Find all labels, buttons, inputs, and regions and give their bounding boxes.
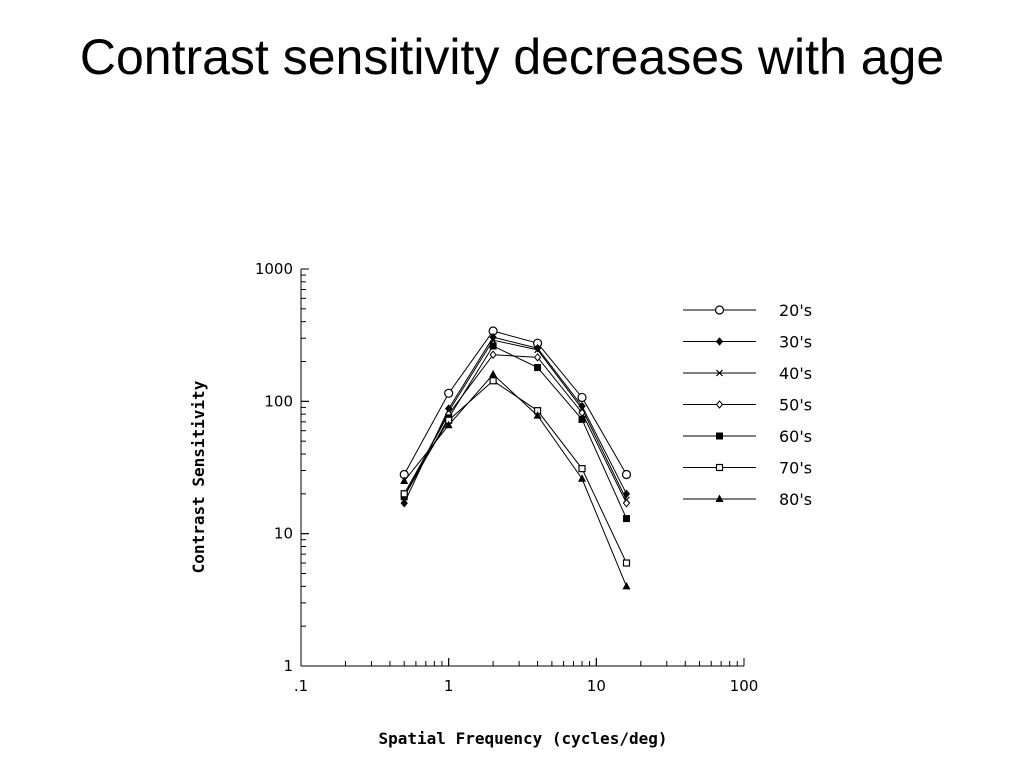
x-tick-label: 100 bbox=[730, 677, 759, 695]
slide-title: Contrast sensitivity decreases with age bbox=[40, 28, 984, 86]
data-point-x-stroke bbox=[534, 346, 541, 354]
data-point-filled-square bbox=[716, 432, 723, 440]
data-point-open-diamond bbox=[715, 400, 724, 409]
data-point-filled-triangle bbox=[578, 474, 587, 482]
legend-item: 80's bbox=[683, 490, 812, 509]
legend-item: 40's bbox=[683, 364, 812, 383]
data-point-filled-triangle bbox=[400, 476, 409, 485]
series-50s-group bbox=[400, 350, 631, 508]
y-tick-label: 1 bbox=[283, 657, 293, 675]
data-point-filled-diamond bbox=[400, 498, 408, 508]
data-point-filled-square bbox=[578, 415, 586, 423]
legend-label: 20's bbox=[779, 301, 812, 320]
data-point-x bbox=[534, 346, 541, 354]
legend-item: 60's bbox=[683, 427, 812, 446]
legend-label: 60's bbox=[779, 427, 812, 446]
data-point-open-diamond bbox=[622, 498, 631, 508]
x-tick-label: 1 bbox=[444, 677, 454, 695]
data-point-filled-diamond bbox=[622, 489, 631, 499]
legend-item: 70's bbox=[683, 459, 812, 478]
data-point-open-square bbox=[715, 463, 724, 472]
x-tick-label: 10 bbox=[587, 677, 606, 695]
chart-legend: 20's 30's 40's 50's 60's 70's 80's bbox=[683, 301, 812, 509]
legend-label: 50's bbox=[779, 396, 812, 415]
data-point-filled-triangle bbox=[715, 494, 724, 502]
data-point-open-circle bbox=[444, 388, 454, 398]
data-point-x-stroke bbox=[489, 336, 497, 344]
legend-label: 30's bbox=[779, 333, 812, 352]
series-line-40s bbox=[403, 339, 627, 501]
series-80s-group bbox=[400, 369, 631, 590]
series-70s-group bbox=[400, 377, 631, 567]
data-point-filled-square bbox=[622, 515, 630, 523]
data-point-open-diamond bbox=[489, 350, 497, 359]
data-point-open-square bbox=[578, 465, 586, 473]
y-axis-title: Contrast Sensitivity bbox=[189, 380, 208, 573]
legend-item: 50's bbox=[683, 396, 812, 415]
data-point-open-circle bbox=[577, 392, 587, 403]
series-20s-group bbox=[399, 326, 632, 480]
data-point-x bbox=[716, 369, 723, 377]
y-tick-label: 1000 bbox=[255, 260, 293, 278]
data-point-open-square bbox=[489, 377, 497, 385]
data-point-x bbox=[489, 336, 497, 344]
series-line-60s bbox=[403, 345, 627, 519]
series-line-80s bbox=[403, 373, 627, 587]
data-point-open-circle bbox=[714, 305, 725, 315]
series-line-30s bbox=[403, 336, 627, 504]
series-line-70s bbox=[403, 380, 627, 564]
legend-label: 80's bbox=[779, 490, 812, 509]
series-line-50s bbox=[403, 354, 627, 504]
x-tick-label: .1 bbox=[294, 677, 308, 695]
data-point-filled-triangle bbox=[622, 581, 631, 590]
y-tick-label: 10 bbox=[274, 525, 293, 543]
legend-label: 70's bbox=[779, 459, 812, 478]
y-tick-label: 100 bbox=[264, 392, 293, 410]
data-point-open-square bbox=[400, 490, 408, 498]
legend-item: 30's bbox=[683, 333, 812, 352]
data-point-filled-triangle bbox=[489, 369, 498, 378]
data-point-filled-triangle bbox=[533, 411, 542, 419]
data-point-filled-square bbox=[489, 342, 497, 350]
data-point-filled-triangle bbox=[444, 420, 453, 429]
slide-title-text: Contrast sensitivity decreases with age bbox=[79, 29, 945, 85]
x-axis-title: Spatial Frequency (cycles/deg) bbox=[379, 729, 668, 748]
data-point-x-stroke bbox=[716, 369, 723, 377]
legend-item: 20's bbox=[683, 301, 812, 320]
data-point-open-square bbox=[622, 559, 631, 567]
data-point-open-circle bbox=[621, 469, 632, 480]
series-line-20s bbox=[403, 330, 627, 475]
legend-label: 40's bbox=[779, 364, 812, 383]
data-point-open-diamond bbox=[533, 353, 542, 362]
chart-series bbox=[399, 326, 632, 590]
data-point-filled-square bbox=[534, 364, 542, 372]
data-point-filled-diamond bbox=[715, 337, 724, 346]
